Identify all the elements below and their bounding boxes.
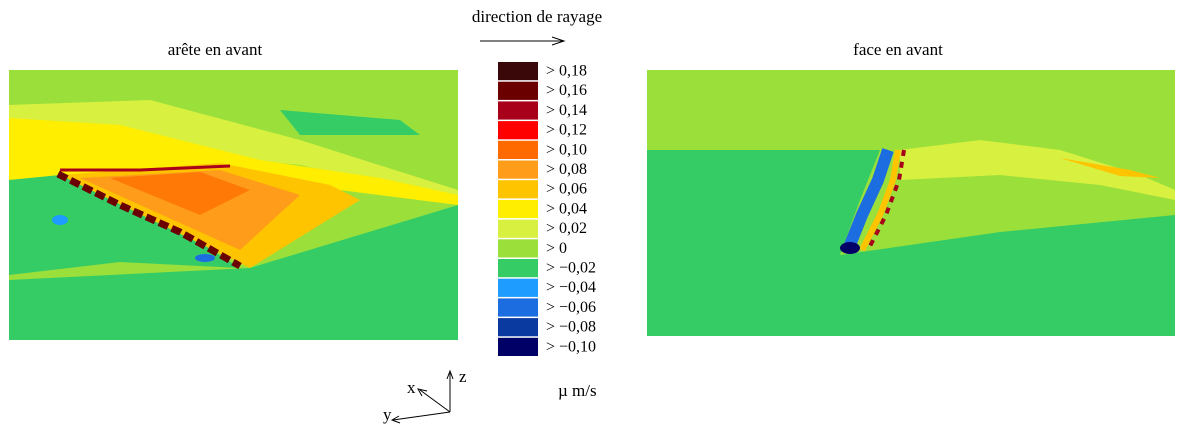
left-field [9, 70, 458, 340]
legend-label: > 0,16 [546, 82, 587, 99]
legend-swatch [498, 101, 538, 120]
legend-label: > −0,06 [546, 299, 596, 316]
legend-label: > 0,04 [546, 200, 587, 217]
axis-label: x [407, 378, 416, 397]
legend-swatch [498, 337, 538, 356]
legend-swatch [498, 140, 538, 159]
legend-label: > −0,02 [546, 260, 596, 277]
legend-label: > 0,06 [546, 181, 587, 198]
axis-triad [390, 369, 454, 424]
legend-label: > −0,04 [546, 279, 596, 296]
legend-swatch [498, 298, 538, 317]
legend-swatch [498, 199, 538, 219]
legend-swatch [498, 180, 538, 199]
legend-swatch [498, 160, 538, 179]
panel-title: face en avant [853, 40, 943, 59]
axis-label: z [459, 367, 467, 386]
legend-swatch [498, 121, 538, 140]
legend-label: > −0,10 [546, 338, 596, 355]
legend-swatch [498, 259, 538, 278]
legend-label: > 0,14 [546, 102, 587, 119]
panel-title: arête en avant [168, 40, 263, 59]
legend-swatch [498, 62, 538, 81]
unit: µ m/s [558, 381, 597, 400]
legend-swatch [498, 219, 538, 238]
legend-swatch [498, 318, 538, 337]
legend-label: > 0,10 [546, 141, 587, 158]
legend-label: > 0,08 [546, 161, 587, 178]
legend-label: > 0,12 [546, 122, 587, 139]
axis-label: y [383, 405, 392, 424]
legend-swatch [498, 278, 538, 297]
legend-label: > 0 [546, 240, 567, 257]
legend-swatch [498, 239, 538, 258]
legend-label: > 0,02 [546, 220, 587, 237]
direction-arrow [480, 36, 566, 46]
legend-swatch [498, 81, 538, 100]
direction-label: direction de rayage [472, 7, 602, 26]
right-field [647, 70, 1175, 336]
legend: > 0,18 > 0,16 > 0,14 > 0,12 > 0,10 > 0,08 > 0,… [498, 62, 596, 356]
legend-label: > 0,18 [546, 63, 587, 80]
legend-label: > −0,08 [546, 319, 596, 336]
